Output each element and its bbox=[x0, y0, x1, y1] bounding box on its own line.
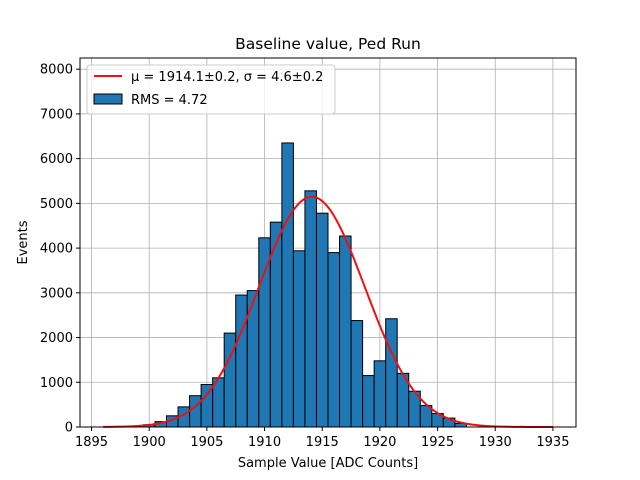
legend-hist-label: RMS = 4.72 bbox=[131, 93, 208, 108]
histogram-bar bbox=[350, 320, 364, 428]
x-tick-label: 1920 bbox=[363, 435, 396, 450]
x-tick-label: 1910 bbox=[248, 435, 281, 450]
y-tick-label: 7000 bbox=[40, 107, 73, 122]
y-axis-ticks: 0 1000 2000 3000 4000 5000 6000 7000 8000 bbox=[40, 63, 80, 436]
histogram-bar bbox=[362, 375, 375, 428]
histogram-bar bbox=[373, 360, 387, 428]
x-tick-label: 1925 bbox=[421, 435, 454, 450]
y-axis-label: Events bbox=[16, 220, 31, 264]
y-tick-label: 4000 bbox=[40, 242, 73, 257]
histogram-bar bbox=[258, 237, 271, 428]
legend-fit-label: μ = 1914.1±0.2, σ = 4.6±0.2 bbox=[131, 70, 323, 85]
bars bbox=[142, 142, 467, 428]
y-tick-label: 8000 bbox=[40, 63, 73, 78]
x-tick-label: 1900 bbox=[133, 435, 166, 450]
histogram-bar bbox=[304, 190, 317, 428]
y-tick-label: 0 bbox=[65, 421, 73, 436]
histogram-bar bbox=[292, 250, 306, 428]
x-tick-label: 1895 bbox=[75, 435, 108, 450]
plot-frame bbox=[79, 57, 577, 428]
histogram-bar bbox=[189, 395, 202, 428]
x-axis-label: Sample Value [ADC Counts] bbox=[238, 456, 418, 471]
histogram-bar bbox=[235, 294, 248, 428]
legend: μ = 1914.1±0.2, σ = 4.6±0.2 RMS = 4.72 bbox=[86, 64, 336, 115]
fit-curve-group bbox=[103, 195, 553, 428]
x-tick-label: 1905 bbox=[190, 435, 223, 450]
x-axis-ticks: 1895 1900 1905 1910 1915 1920 1925 1930 1935 bbox=[75, 427, 569, 450]
gaussian-fit-line bbox=[103, 195, 553, 428]
legend-hist-swatch bbox=[93, 93, 123, 105]
histogram-bar bbox=[281, 142, 294, 428]
legend-box bbox=[86, 64, 336, 115]
y-tick-label: 2000 bbox=[40, 331, 73, 346]
histogram-bar bbox=[385, 318, 398, 428]
histogram-bar bbox=[315, 212, 329, 428]
chart-title: Baseline value, Ped Run bbox=[235, 35, 421, 53]
y-tick-label: 1000 bbox=[40, 376, 73, 391]
x-tick-label: 1935 bbox=[536, 435, 569, 450]
histogram-bar bbox=[339, 235, 352, 428]
y-tick-label: 5000 bbox=[40, 197, 73, 212]
x-tick-label: 1930 bbox=[479, 435, 512, 450]
histogram-bar bbox=[327, 252, 341, 428]
y-tick-label: 6000 bbox=[40, 152, 73, 167]
y-tick-label: 3000 bbox=[40, 286, 73, 301]
x-tick-label: 1915 bbox=[306, 435, 339, 450]
